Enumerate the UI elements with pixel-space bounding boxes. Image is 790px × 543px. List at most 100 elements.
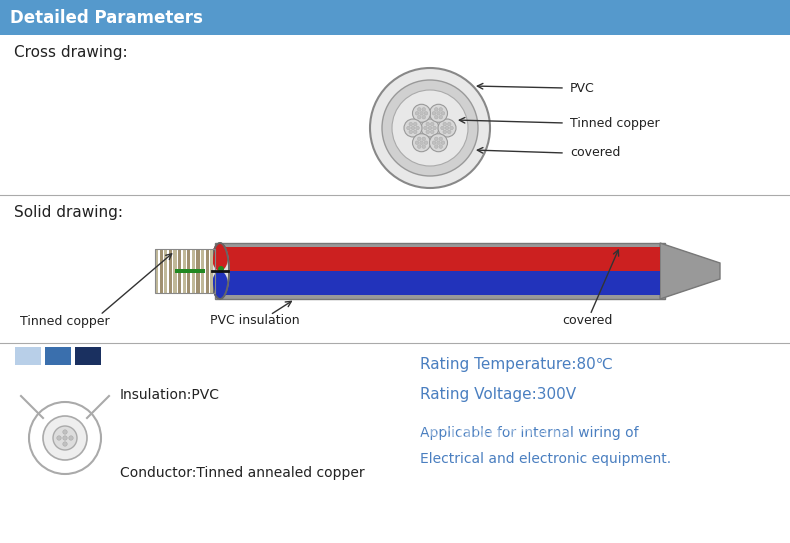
Circle shape	[413, 130, 417, 134]
Circle shape	[447, 130, 451, 134]
Circle shape	[421, 119, 439, 137]
Circle shape	[432, 111, 436, 115]
Circle shape	[53, 426, 77, 450]
Circle shape	[417, 108, 421, 111]
Circle shape	[409, 130, 412, 134]
FancyBboxPatch shape	[169, 249, 172, 293]
Text: Applicable for internal wiring of: Applicable for internal wiring of	[420, 426, 638, 440]
Text: Tinned copper: Tinned copper	[570, 117, 660, 129]
Circle shape	[424, 111, 428, 115]
Circle shape	[412, 134, 431, 151]
Circle shape	[435, 137, 438, 141]
Circle shape	[417, 137, 421, 141]
Circle shape	[57, 436, 61, 440]
Circle shape	[62, 442, 67, 446]
Circle shape	[416, 126, 419, 130]
Circle shape	[413, 122, 417, 126]
Circle shape	[426, 122, 430, 126]
Circle shape	[431, 122, 434, 126]
Circle shape	[382, 80, 478, 176]
FancyBboxPatch shape	[197, 249, 200, 293]
FancyBboxPatch shape	[182, 249, 186, 293]
FancyBboxPatch shape	[201, 249, 204, 293]
Circle shape	[430, 104, 447, 122]
Ellipse shape	[211, 243, 229, 299]
Circle shape	[439, 145, 442, 148]
Circle shape	[422, 115, 426, 119]
Circle shape	[62, 430, 67, 434]
Circle shape	[409, 122, 412, 126]
FancyBboxPatch shape	[210, 249, 213, 293]
Text: covered: covered	[570, 147, 620, 160]
Text: PVC: PVC	[570, 81, 595, 94]
Text: Rating Temperature:80℃: Rating Temperature:80℃	[420, 357, 613, 372]
FancyBboxPatch shape	[220, 268, 660, 274]
FancyBboxPatch shape	[220, 247, 660, 271]
Circle shape	[416, 111, 419, 115]
Circle shape	[435, 115, 438, 119]
FancyBboxPatch shape	[192, 249, 195, 293]
Text: covered: covered	[562, 314, 612, 327]
Circle shape	[428, 126, 432, 130]
Circle shape	[443, 122, 446, 126]
Circle shape	[218, 266, 224, 272]
Circle shape	[435, 145, 438, 148]
FancyBboxPatch shape	[164, 249, 167, 293]
Circle shape	[412, 126, 415, 130]
FancyBboxPatch shape	[0, 0, 790, 35]
FancyBboxPatch shape	[178, 249, 181, 293]
Circle shape	[419, 111, 423, 115]
Circle shape	[404, 119, 422, 137]
FancyBboxPatch shape	[155, 249, 158, 293]
FancyBboxPatch shape	[75, 347, 101, 365]
Ellipse shape	[212, 271, 228, 299]
Circle shape	[439, 115, 442, 119]
Ellipse shape	[212, 243, 228, 271]
Polygon shape	[660, 243, 720, 299]
FancyBboxPatch shape	[0, 35, 790, 543]
FancyBboxPatch shape	[173, 249, 177, 293]
Circle shape	[43, 416, 87, 460]
Text: Detailed Parameters: Detailed Parameters	[10, 9, 203, 27]
Circle shape	[412, 104, 431, 122]
Circle shape	[370, 68, 490, 188]
Circle shape	[435, 108, 438, 111]
FancyBboxPatch shape	[220, 271, 660, 295]
Circle shape	[432, 141, 436, 144]
Circle shape	[430, 134, 447, 151]
Circle shape	[441, 111, 445, 115]
FancyBboxPatch shape	[175, 269, 205, 273]
Polygon shape	[215, 243, 665, 299]
Text: Rating Voltage:300V: Rating Voltage:300V	[420, 388, 576, 402]
Text: Conductor:Tinned annealed copper: Conductor:Tinned annealed copper	[120, 466, 365, 480]
Circle shape	[437, 141, 440, 144]
Circle shape	[446, 126, 449, 130]
Circle shape	[441, 141, 445, 144]
Circle shape	[441, 126, 444, 130]
Text: PVC insulation: PVC insulation	[210, 314, 299, 327]
Circle shape	[438, 119, 456, 137]
Circle shape	[450, 126, 453, 130]
Circle shape	[439, 137, 442, 141]
Circle shape	[416, 141, 419, 144]
Circle shape	[431, 130, 434, 134]
Circle shape	[423, 126, 427, 130]
Circle shape	[422, 145, 426, 148]
FancyBboxPatch shape	[220, 271, 660, 295]
Circle shape	[69, 436, 73, 440]
Circle shape	[407, 126, 410, 130]
Text: Cross drawing:: Cross drawing:	[14, 46, 128, 60]
Circle shape	[422, 108, 426, 111]
Circle shape	[443, 130, 446, 134]
Text: Insulation:PVC: Insulation:PVC	[120, 388, 220, 402]
Circle shape	[424, 141, 428, 144]
Circle shape	[392, 90, 468, 166]
Text: Solid drawing:: Solid drawing:	[14, 205, 123, 220]
Circle shape	[417, 115, 421, 119]
FancyBboxPatch shape	[160, 249, 163, 293]
Circle shape	[439, 108, 442, 111]
FancyBboxPatch shape	[15, 347, 41, 365]
Circle shape	[433, 126, 436, 130]
Circle shape	[426, 130, 430, 134]
FancyBboxPatch shape	[45, 347, 71, 365]
